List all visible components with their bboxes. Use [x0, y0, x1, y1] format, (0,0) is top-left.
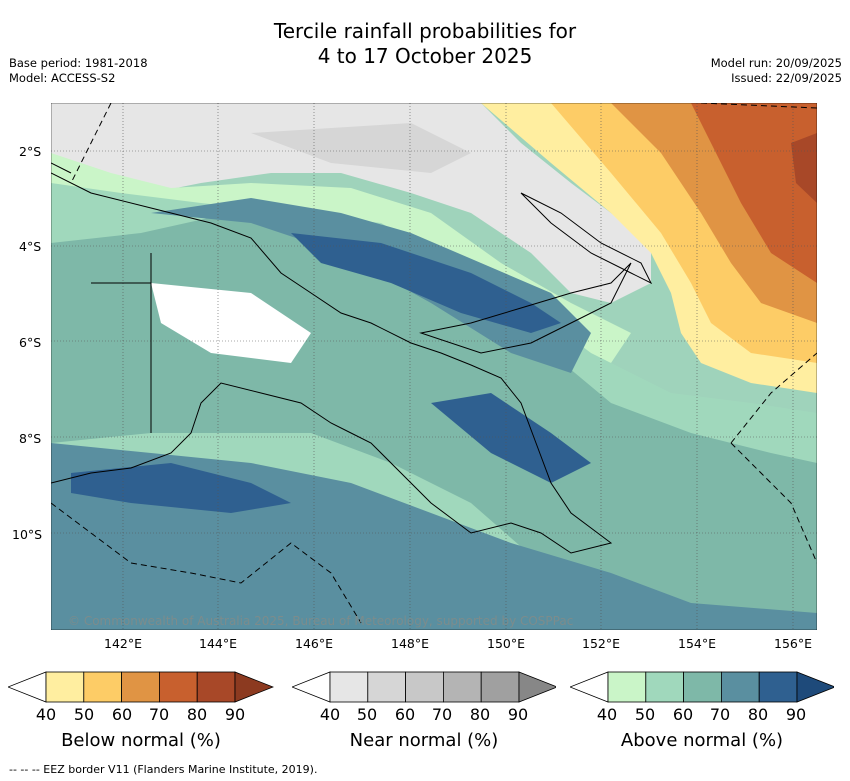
near-normal-region	[51, 103, 651, 303]
near-segment	[405, 671, 444, 703]
lon-label-152e: 152°E	[581, 636, 621, 651]
lon-label-144e: 144°E	[198, 636, 238, 651]
below-over-triangle	[234, 671, 274, 703]
tick-above-40: 40	[596, 705, 618, 724]
above-segment	[607, 671, 647, 703]
lon-label-142e: 142°E	[103, 636, 143, 651]
lat-label-4s: 4°S	[19, 239, 42, 254]
no-signal-region	[151, 283, 311, 363]
copyright-note: © Commonwealth of Australia 2025, Bureau…	[68, 614, 574, 628]
title-line-1: Tercile rainfall probabilities for	[273, 19, 577, 43]
tick-below-80: 80	[186, 705, 208, 724]
eez-border-west	[70, 103, 112, 184]
tick-below-40: 40	[35, 705, 57, 724]
tick-near-50: 50	[356, 705, 378, 724]
graticule	[51, 103, 817, 630]
tick-below-50: 50	[73, 705, 95, 724]
colorbar-above-normal	[570, 671, 834, 703]
new-ireland-coastline	[520, 192, 653, 285]
rainfall-probability-map	[51, 103, 817, 630]
near-segment	[480, 671, 520, 703]
above-80-north	[151, 198, 591, 373]
tick-below-70: 70	[148, 705, 170, 724]
lon-label-156e: 156°E	[773, 636, 813, 651]
png-coastline	[51, 172, 613, 554]
tick-below-90: 90	[224, 705, 246, 724]
above-segment	[645, 671, 685, 703]
issued-date: Issued: 22/09/2025	[731, 71, 842, 85]
model-info: Base period: 1981-2018 Model: ACCESS-S2	[9, 56, 148, 86]
above-under-triangle	[570, 671, 609, 703]
below-80-region	[691, 103, 817, 283]
near-normal-core	[251, 123, 471, 173]
colorbar-near-segments	[292, 671, 556, 703]
above-90-north	[291, 233, 561, 333]
tick-above-90: 90	[785, 705, 807, 724]
above-segment	[720, 671, 760, 703]
above-segment	[758, 671, 798, 703]
legend-label-below: Below normal (%)	[61, 730, 221, 751]
tick-above-70: 70	[709, 705, 731, 724]
lat-label-8s: 8°S	[19, 431, 42, 446]
base-period: Base period: 1981-2018	[9, 56, 148, 70]
model-name: Model: ACCESS-S2	[9, 71, 116, 85]
colorbar-below-normal	[8, 671, 274, 703]
tick-near-40: 40	[319, 705, 341, 724]
below-under-triangle	[8, 671, 47, 703]
tick-near-60: 60	[394, 705, 416, 724]
colorbar-below-segments	[8, 671, 274, 703]
tick-above-60: 60	[672, 705, 694, 724]
map-title: Tercile rainfall probabilities for 4 to …	[0, 19, 850, 69]
colorbar-above-segments	[570, 671, 834, 703]
near-segment	[367, 671, 407, 703]
above-over-triangle	[796, 671, 834, 703]
title-line-2: 4 to 17 October 2025	[317, 44, 533, 68]
near-segment	[442, 671, 482, 703]
lon-label-148e: 148°E	[390, 636, 430, 651]
lon-label-154e: 154°E	[677, 636, 717, 651]
colorbar-near-normal	[292, 671, 556, 703]
above-segment	[683, 671, 722, 703]
lat-label-2s: 2°S	[19, 144, 42, 159]
tick-below-60: 60	[111, 705, 133, 724]
lat-label-10s: 10°S	[12, 527, 43, 542]
legend-label-above: Above normal (%)	[620, 730, 784, 751]
tick-near-80: 80	[469, 705, 491, 724]
tick-above-50: 50	[634, 705, 656, 724]
legend-label-near: Near normal (%)	[349, 730, 499, 751]
above-90-central	[431, 393, 591, 483]
model-run-date: Model run: 20/09/2025	[710, 56, 842, 70]
tick-above-80: 80	[747, 705, 769, 724]
eez-footnote: -- -- -- EEZ border V11 (Flanders Marine…	[9, 763, 318, 776]
lat-label-6s: 6°S	[19, 335, 42, 350]
below-segment	[121, 671, 160, 703]
tick-near-70: 70	[431, 705, 453, 724]
below-segment	[83, 671, 123, 703]
near-under-triangle	[292, 671, 331, 703]
near-over-triangle	[518, 671, 556, 703]
eez-border-east	[700, 103, 817, 564]
tick-near-90: 90	[507, 705, 529, 724]
lon-label-150e: 150°E	[486, 636, 526, 651]
below-segment	[45, 671, 85, 703]
below-segment	[196, 671, 236, 703]
below-segment	[158, 671, 198, 703]
near-segment	[329, 671, 369, 703]
run-info: Model run: 20/09/2025 Issued: 22/09/2025	[711, 56, 842, 86]
border-lines	[51, 162, 152, 433]
below-90-region	[791, 133, 817, 203]
lon-label-146e: 146°E	[294, 636, 334, 651]
above-90-southwest	[71, 463, 291, 513]
new-britain-coastline	[419, 262, 632, 354]
